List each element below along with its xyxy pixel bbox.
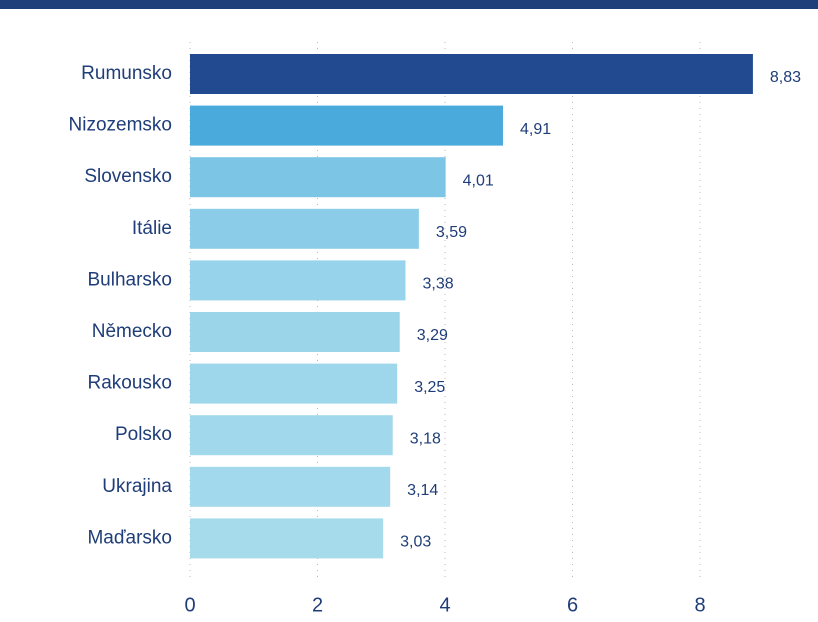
category-label: Polsko	[115, 424, 172, 445]
x-tick-label: 2	[312, 594, 323, 616]
category-label: Itálie	[132, 218, 172, 239]
category-label: Maďarsko	[87, 527, 172, 548]
value-label: 4,91	[520, 121, 551, 138]
value-label: 3,03	[400, 534, 431, 551]
category-label: Slovensko	[84, 166, 172, 187]
value-label: 3,14	[407, 482, 438, 499]
x-tick-label: 6	[567, 594, 578, 616]
value-label: 3,29	[417, 327, 448, 344]
bar	[190, 518, 384, 559]
bar	[190, 54, 753, 94]
category-label: Rumunsko	[81, 63, 172, 84]
category-label: Rakousko	[88, 373, 173, 394]
value-label: 3,25	[414, 379, 445, 396]
bar	[190, 208, 419, 249]
bar	[190, 415, 393, 456]
value-label: 3,59	[436, 224, 467, 241]
category-label: Nizozemsko	[69, 115, 172, 136]
x-tick-label: 8	[694, 594, 705, 616]
bar	[190, 105, 504, 146]
x-tick-label: 0	[184, 594, 195, 616]
value-label: 3,18	[410, 430, 441, 447]
bar	[190, 466, 391, 507]
top-rule	[0, 0, 818, 9]
category-label: Německo	[92, 321, 172, 342]
value-label: 8,83	[770, 69, 801, 86]
category-label: Bulharsko	[88, 269, 173, 290]
bar	[190, 312, 400, 352]
bar	[190, 260, 406, 301]
x-tick-label: 4	[439, 594, 450, 616]
value-label: 3,38	[422, 276, 453, 293]
bar	[190, 363, 398, 404]
value-label: 4,01	[463, 172, 494, 189]
category-label: Ukrajina	[102, 476, 172, 497]
bar	[190, 157, 446, 198]
